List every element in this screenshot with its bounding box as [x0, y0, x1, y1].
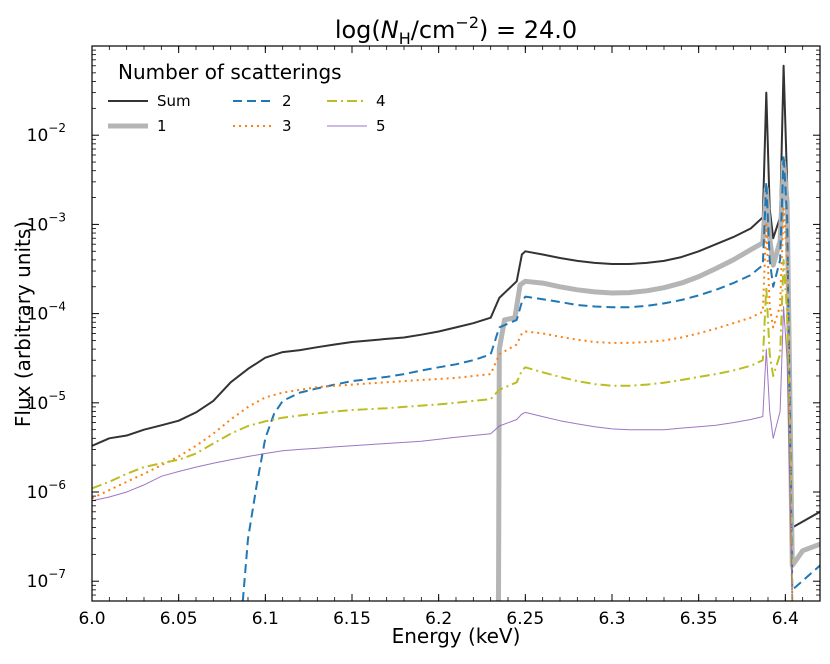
series-group [92, 64, 820, 601]
legend-label: 5 [376, 117, 386, 135]
y-tick-label: 10−7 [27, 567, 66, 592]
title-n: N [381, 16, 399, 44]
y-tick-mantissa: 10 [27, 483, 49, 503]
x-tick-label: 6.4 [772, 609, 799, 629]
x-tick-label: 6.15 [333, 609, 371, 629]
y-tick-exponent: −5 [48, 389, 66, 403]
series-line-2 [241, 154, 820, 601]
y-tick-exponent: −3 [48, 210, 66, 224]
legend-label: 1 [157, 117, 167, 135]
series-line-3 [92, 207, 794, 601]
x-tick-label: 6.0 [78, 609, 105, 629]
y-axis-label: Flux (arbitrary units) [11, 221, 35, 427]
x-tick-label: 6.35 [680, 609, 718, 629]
x-axis-ticks: 6.0 6.05 6.1 6.15 6.2 6.25 6.3 6.35 6.4 [78, 46, 821, 629]
series-line-4 [92, 258, 794, 601]
y-tick-mantissa: 10 [27, 572, 49, 592]
chart-title: log(NH/cm−2) = 24.0 [335, 13, 577, 48]
y-tick-mantissa: 10 [27, 394, 49, 414]
y-axis-ticks: 10−710−610−510−410−310−2 [27, 49, 820, 602]
y-tick-exponent: −6 [48, 478, 66, 492]
y-tick-exponent: −7 [48, 567, 66, 581]
y-tick-label: 10−6 [27, 478, 66, 503]
legend-title: Number of scatterings [118, 60, 342, 84]
y-tick-label: 10−4 [27, 300, 66, 325]
x-tick-label: 6.2 [425, 609, 452, 629]
x-tick-label: 6.25 [506, 609, 544, 629]
y-tick-label: 10−2 [27, 121, 66, 146]
x-axis-label: Energy (keV) [392, 624, 521, 648]
y-tick-label: 10−3 [27, 210, 66, 235]
title-sub: H [399, 29, 411, 48]
y-tick-mantissa: 10 [27, 305, 49, 325]
legend-label: Sum [157, 92, 191, 110]
title-prefix: log( [335, 16, 381, 44]
plot-frame [91, 45, 821, 602]
y-tick-exponent: −4 [48, 300, 66, 314]
y-tick-mantissa: 10 [27, 215, 49, 235]
legend-label: 3 [282, 117, 292, 135]
y-tick-mantissa: 10 [27, 126, 49, 146]
series-line-5 [92, 306, 793, 601]
x-tick-label: 6.05 [160, 609, 198, 629]
y-tick-label: 10−5 [27, 389, 66, 414]
legend: Number of scatterings Sum 1 2 3 4 5 [108, 60, 386, 135]
title-mid: /cm [411, 16, 456, 44]
title-suffix: ) = 24.0 [479, 16, 577, 44]
legend-label: 4 [376, 92, 386, 110]
svg-text:log(NH/cm−2) = 24.0: log(NH/cm−2) = 24.0 [335, 13, 577, 48]
x-tick-label: 6.3 [598, 609, 625, 629]
series-line-0 [92, 64, 820, 529]
x-tick-label: 6.1 [252, 609, 279, 629]
legend-label: 2 [282, 92, 292, 110]
title-sup: −2 [455, 13, 479, 32]
y-tick-exponent: −2 [48, 121, 66, 135]
